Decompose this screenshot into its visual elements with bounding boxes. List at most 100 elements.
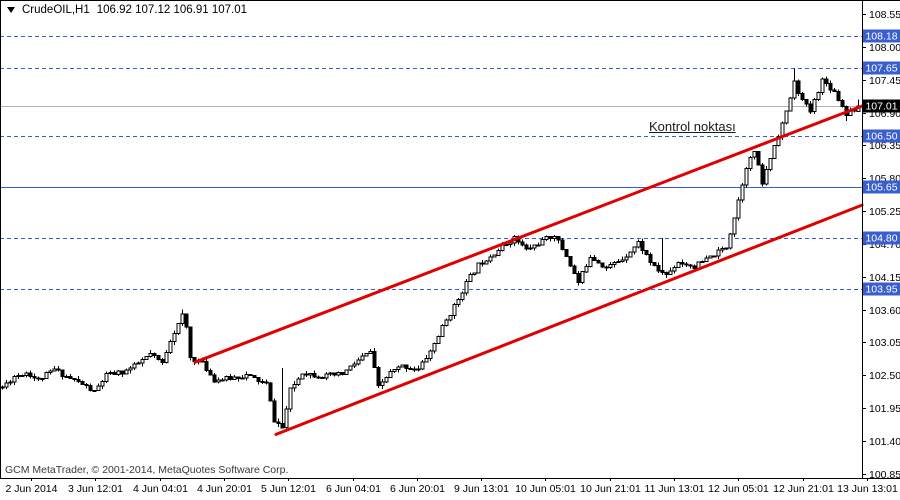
- candle-body: [468, 274, 473, 282]
- candle-body: [96, 385, 101, 391]
- y-tick-label: 108.00: [869, 42, 900, 54]
- candle-body: [136, 362, 141, 365]
- candle-body: [120, 370, 125, 375]
- symbol-dropdown-icon[interactable]: [7, 7, 15, 13]
- candle-body: [748, 156, 753, 170]
- x-tick-label: 12 Jun 05:01: [708, 483, 769, 495]
- candle-body: [796, 80, 801, 95]
- candle-body: [360, 355, 365, 361]
- candle-body: [460, 292, 465, 301]
- candle-body: [12, 376, 17, 383]
- candle-body: [620, 259, 625, 263]
- candle-body: [452, 304, 457, 317]
- candle-body: [336, 372, 341, 376]
- candle-body: [508, 242, 513, 246]
- candle-body: [632, 246, 637, 253]
- candle-body: [296, 378, 301, 385]
- candle-body: [212, 374, 217, 383]
- candle-body: [64, 375, 69, 378]
- x-axis: 2 Jun 2014 3 Jun 12:01 4 Jun 04:01 4 Jun 20…: [6, 478, 898, 495]
- candle-body: [672, 267, 677, 272]
- candle-body: [260, 380, 265, 383]
- candle-body: [520, 241, 525, 246]
- candle-body: [612, 262, 617, 265]
- x-tick-label: 12 Jun 21:01: [773, 483, 834, 495]
- candle-body: [456, 298, 461, 306]
- candle-body: [408, 368, 413, 371]
- candle-body: [772, 145, 777, 160]
- candle-body: [392, 368, 397, 372]
- candle-body: [768, 158, 773, 170]
- candle-body: [8, 381, 13, 384]
- candle-body: [228, 376, 233, 380]
- candle-body: [384, 377, 389, 383]
- candle-body: [596, 260, 601, 264]
- candle-body: [680, 262, 685, 265]
- candle-body: [340, 372, 345, 376]
- level-badge-108.18: [863, 29, 900, 43]
- level-badge-106.5-label: 106.50: [865, 131, 897, 143]
- x-tick-label: 4 Jun 20:01: [197, 483, 252, 495]
- level-badge-106.5: [863, 129, 900, 143]
- candle-body: [128, 367, 133, 371]
- candle-body: [356, 359, 361, 365]
- level-badge-104.8: [863, 231, 900, 245]
- candle-body: [700, 261, 705, 263]
- plot-border: [0, 0, 900, 479]
- candle-body: [784, 110, 789, 124]
- candle-body: [440, 325, 445, 338]
- candle-body: [588, 257, 593, 268]
- candle-body: [832, 89, 837, 92]
- candle-body: [72, 377, 77, 381]
- candle-body: [108, 372, 113, 375]
- candle-body: [144, 355, 149, 361]
- candle-body: [232, 376, 237, 381]
- y-tick-label: 101.40: [869, 436, 900, 448]
- candle-body: [100, 381, 105, 387]
- candle-body: [176, 322, 181, 334]
- candle-body: [348, 365, 353, 371]
- candle-body: [76, 379, 81, 383]
- y-axis: 108.55108.00107.45106.90106.35105.80105.…: [862, 9, 900, 481]
- y-tick-label: 104.15: [869, 272, 900, 284]
- y-tick-label: 103.05: [869, 337, 900, 349]
- candle-body: [712, 255, 717, 258]
- candle-body: [600, 262, 605, 268]
- candle-body: [28, 372, 33, 378]
- candle-body: [244, 374, 249, 379]
- candle-body: [248, 374, 253, 377]
- candle-body: [648, 254, 653, 264]
- channel-lower-trendline[interactable]: [274, 203, 864, 436]
- candle-body: [252, 375, 257, 379]
- x-tick-label: 6 Jun 20:01: [390, 483, 445, 495]
- candle-body: [268, 382, 273, 402]
- candle-body: [568, 256, 573, 267]
- candle-body: [104, 373, 109, 383]
- candle-body: [88, 385, 93, 391]
- candle-body: [760, 164, 765, 185]
- candle-body: [492, 254, 497, 258]
- y-tick-label: 100.85: [869, 469, 900, 481]
- candle-body: [44, 371, 49, 380]
- y-tick-label: 108.55: [869, 9, 900, 21]
- candle-body: [264, 381, 269, 384]
- candle-body: [808, 103, 813, 113]
- candle-body: [644, 249, 649, 256]
- candle-body: [20, 374, 25, 377]
- candle-body: [204, 360, 209, 372]
- candle-body: [256, 377, 261, 382]
- candle-body: [540, 239, 545, 246]
- candle-body: [276, 421, 281, 425]
- x-tick-label: 9 Jun 13:01: [454, 483, 509, 495]
- candle-body: [764, 168, 769, 185]
- candle-body: [828, 82, 833, 91]
- candle-body: [576, 272, 581, 284]
- x-tick-label: 3 Jun 12:01: [68, 483, 123, 495]
- channel-upper-trendline[interactable]: [193, 104, 864, 364]
- candle-body: [560, 239, 565, 250]
- candle-body: [800, 93, 805, 100]
- trendlines[interactable]: [193, 104, 864, 436]
- candle-body: [216, 379, 221, 383]
- candle-body: [528, 247, 533, 250]
